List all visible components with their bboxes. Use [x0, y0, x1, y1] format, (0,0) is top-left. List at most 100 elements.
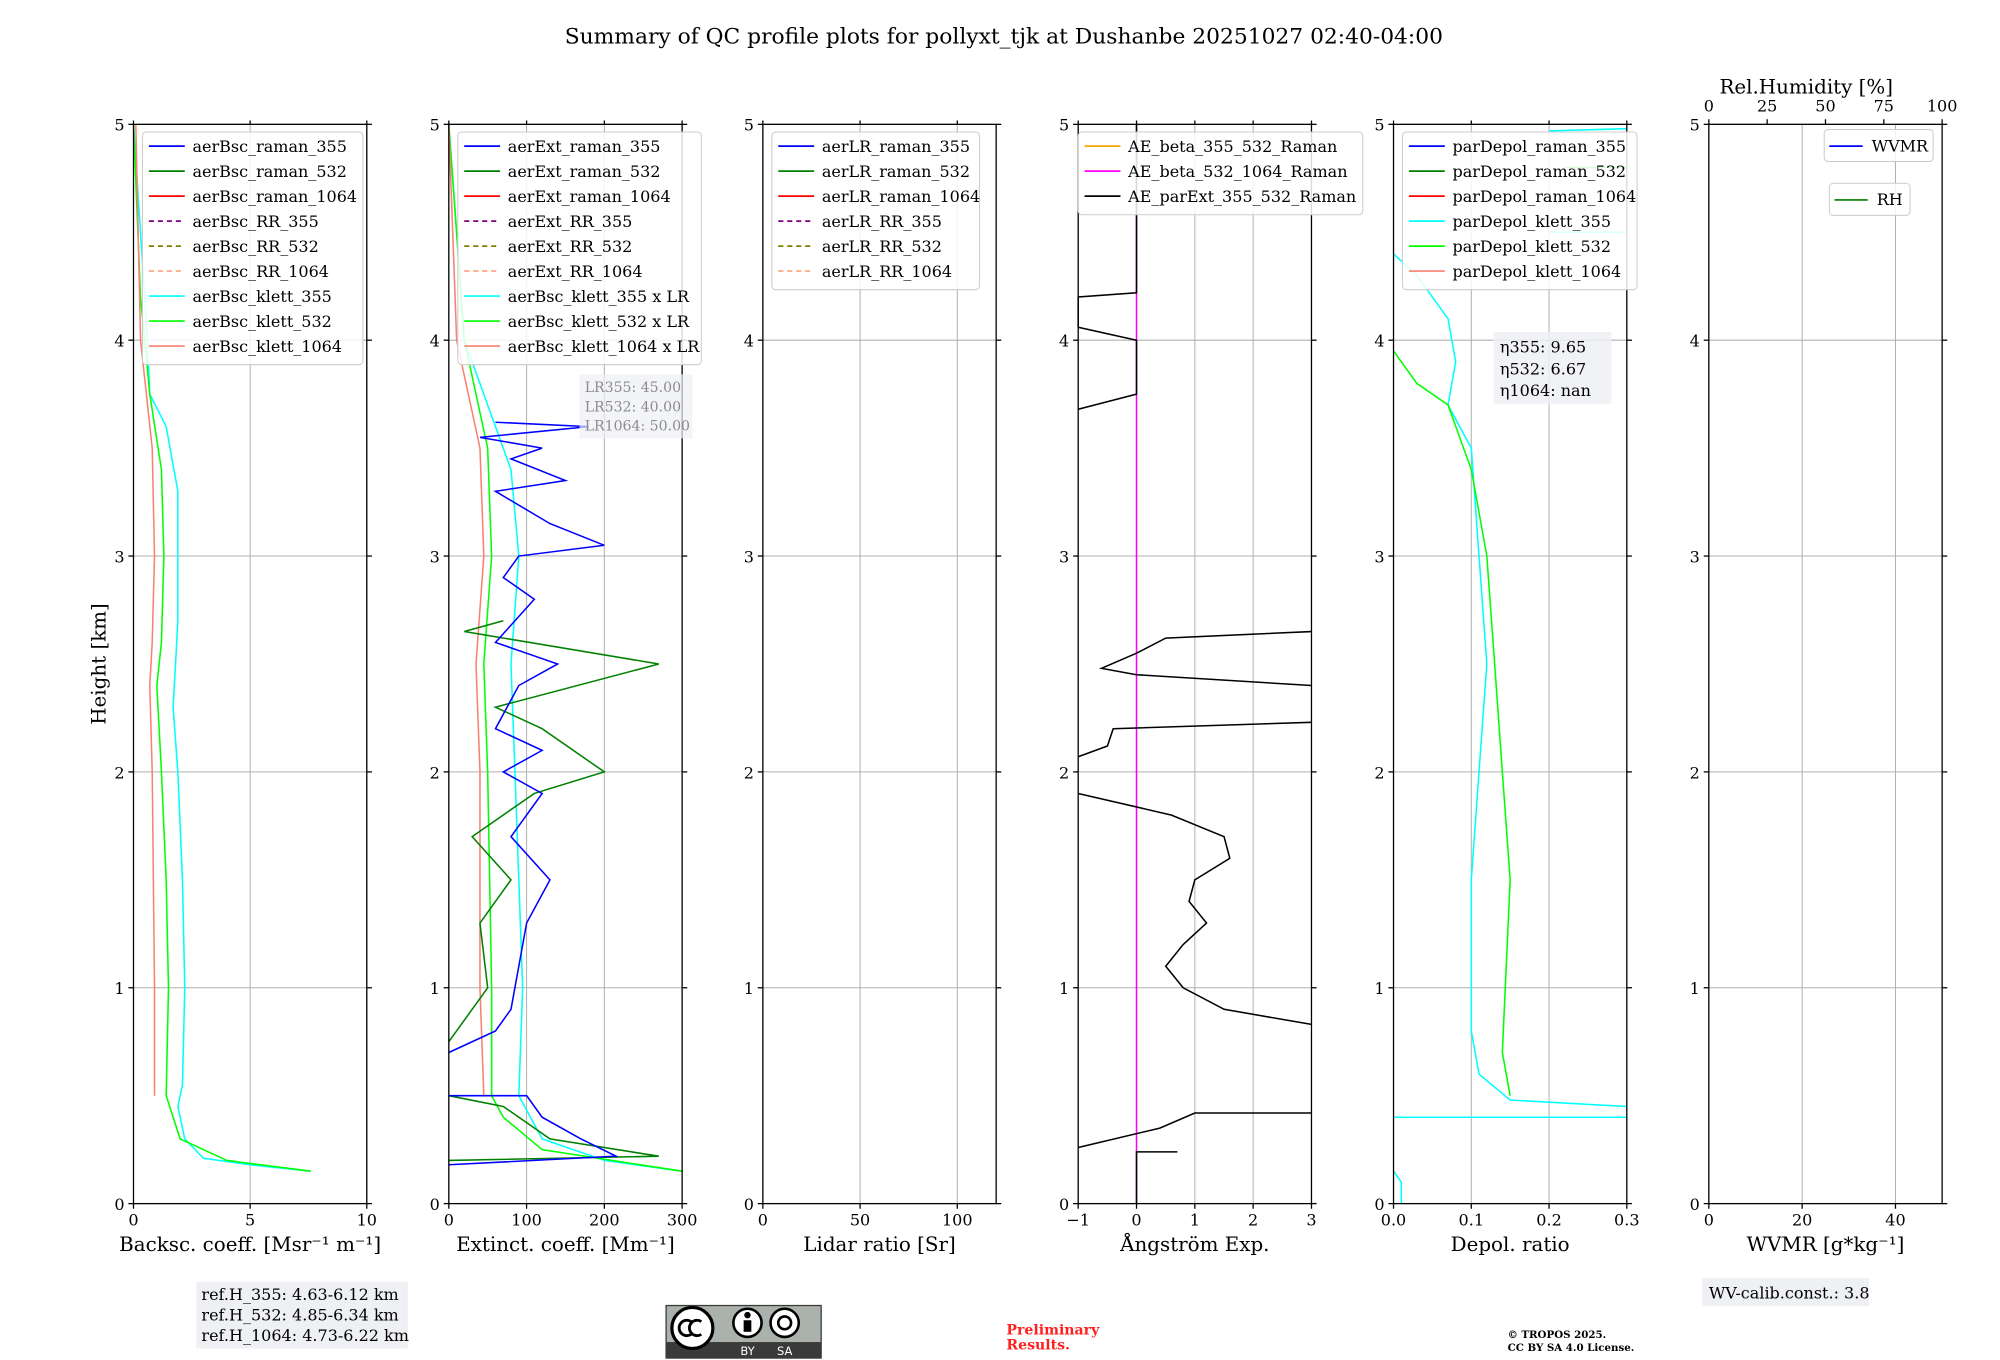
legend-label: aerBsc_klett_532 x LR — [508, 312, 690, 331]
y-tick-label: 0 — [1059, 1195, 1069, 1214]
y-tick-label: 1 — [430, 979, 440, 998]
legend-label: aerLR_raman_532 — [822, 162, 970, 181]
legend-label: AE_beta_532_1064_Raman — [1127, 162, 1347, 181]
y-tick-label: 1 — [114, 979, 124, 998]
series-line-aerBsc_klett_532 x LR — [448, 124, 683, 1172]
x-tick-label: 10 — [357, 1210, 377, 1229]
y-tick-label: 2 — [430, 763, 440, 782]
axes-frame — [448, 123, 683, 1205]
refh-355: ref.H_355: 4.63-6.12 km — [201, 1285, 398, 1304]
top-x-axis-label: Rel.Humidity [%] — [1719, 76, 1893, 99]
legend-label: aerLR_raman_355 — [822, 137, 970, 156]
license-by: BY — [740, 1344, 755, 1358]
legend-label: aerExt_RR_355 — [508, 212, 633, 231]
axes-frame — [1708, 123, 1943, 1205]
series-line-parDepol_klett_532 — [1392, 350, 1511, 1096]
legend-label: parDepol_klett_355 — [1452, 212, 1611, 231]
y-tick-label: 2 — [1690, 763, 1700, 782]
y-tick-label: 0 — [1374, 1195, 1384, 1214]
y-tick-label: 0 — [430, 1195, 440, 1214]
legend-label: aerBsc_klett_355 x LR — [508, 287, 690, 306]
x-tick-label: 300 — [667, 1210, 698, 1229]
legend: aerBsc_raman_355 aerBsc_raman_532 aerBsc_r… — [141, 131, 364, 366]
top-x-tick-label: 50 — [1815, 97, 1835, 116]
legend-label: aerLR_RR_532 — [822, 237, 942, 256]
legend-label: aerBsc_klett_1064 x LR — [508, 337, 700, 356]
x-tick-label: 0 — [444, 1210, 454, 1229]
series-line-aerBsc_klett_532 — [132, 124, 311, 1172]
series-line-AE_parExt_355_532_Raman — [1078, 1112, 1312, 1149]
series-line-aerExt_raman_355 — [448, 1094, 619, 1166]
y-tick-label: 2 — [114, 763, 124, 782]
x-tick-label: 1 — [1190, 1210, 1200, 1229]
y-tick-label: 4 — [1059, 332, 1069, 351]
y-tick-label: 4 — [1374, 332, 1384, 351]
panel-2: 0 100 200 300 0 1 2 3 4 5 Extinct. coeff. [Mm⁻¹] ae… — [430, 116, 702, 1256]
x-axis-label: WVMR [g*kg⁻¹] — [1747, 1233, 1905, 1256]
eta-355: η355: 9.65 — [1500, 337, 1586, 356]
legend-label: aerLR_RR_355 — [822, 212, 942, 231]
y-tick-label: 0 — [1690, 1195, 1700, 1214]
x-tick-label: 0 — [1704, 1210, 1714, 1229]
y-tick-label: 5 — [1690, 116, 1700, 135]
x-tick-label: 0 — [128, 1210, 138, 1229]
legend-label: parDepol_klett_532 — [1452, 237, 1611, 256]
copyright-line-2: CC BY SA 4.0 License. — [1508, 1342, 1635, 1354]
wv-calib-const: WV-calib.const.: 3.8 — [1709, 1283, 1870, 1302]
cc-by-sa-license-logo: BY SA — [665, 1304, 822, 1359]
legend-label: aerBsc_klett_532 — [192, 312, 331, 331]
legend-label: aerBsc_RR_532 — [192, 237, 318, 256]
y-tick-label: 1 — [744, 979, 754, 998]
y-tick-label: 0 — [744, 1195, 754, 1214]
legend-label: aerExt_raman_532 — [508, 162, 661, 181]
legend-label: aerLR_raman_1064 — [822, 187, 980, 206]
lr-1064: LR1064: 50.00 — [585, 419, 690, 435]
x-tick-label: 3 — [1306, 1210, 1316, 1229]
panel-1: 0 5 10 0 1 2 3 4 5 Backsc. coeff. [Msr⁻¹ m⁻¹] aerB… — [114, 116, 381, 1256]
legend-label: aerExt_raman_1064 — [508, 187, 671, 206]
panel-5: 0.0 0.1 0.2 0.3 0 1 2 3 4 5 Depol. ratio parDepol_r… — [1374, 116, 1639, 1256]
x-axis-label: Ångström Exp. — [1119, 1231, 1269, 1256]
y-tick-label: 2 — [1374, 763, 1384, 782]
preliminary-note-1: Preliminary — [1006, 1322, 1100, 1338]
y-tick-label: 5 — [1059, 116, 1069, 135]
legend-label: aerBsc_RR_355 — [192, 212, 318, 231]
legend-box — [771, 131, 981, 291]
cc-icon — [670, 1305, 715, 1351]
panel-6: 0 20 40 0 1 2 3 4 5 WVMR [g*kg⁻¹] 0 25 50 75 100 Rel.Hu… — [1690, 76, 1958, 1256]
y-tick-label: 5 — [114, 116, 124, 135]
legend-label: WVMR — [1872, 136, 1929, 155]
legend-box — [141, 131, 364, 366]
series-line-parDepol_klett_355 — [1392, 1170, 1403, 1204]
y-tick-label: 2 — [744, 763, 754, 782]
legend-label: AE_beta_355_532_Raman — [1127, 137, 1337, 156]
x-tick-label: 100 — [511, 1210, 542, 1229]
series-line-aerBsc_klett_355 — [132, 124, 311, 1172]
top-x-tick-label: 100 — [1927, 97, 1958, 116]
y-tick-label: 4 — [744, 332, 754, 351]
y-tick-label: 1 — [1059, 979, 1069, 998]
top-x-tick-label: 75 — [1874, 97, 1894, 116]
x-tick-label: 20 — [1792, 1210, 1812, 1229]
calibration-eta-info: η355: 9.65 η532: 6.67 η1064: nan — [1493, 331, 1612, 404]
wv-calibration-box: WV-calib.const.: 3.8 — [1702, 1277, 1870, 1307]
legend-label: aerBsc_RR_1064 — [192, 262, 329, 281]
axes-frame — [1392, 123, 1628, 1205]
x-tick-label: −1 — [1066, 1210, 1090, 1229]
legend-label: parDepol_raman_1064 — [1452, 187, 1636, 206]
x-tick-label: 0.2 — [1536, 1210, 1561, 1229]
series-line-parDepol_klett_355 — [1548, 127, 1627, 132]
series-line-aerExt_raman_532 — [448, 620, 659, 1043]
y-tick-label: 3 — [1690, 547, 1700, 566]
preliminary-note-2: Results. — [1006, 1338, 1070, 1354]
legend-label: aerBsc_raman_532 — [192, 162, 346, 181]
x-axis-label: Extinct. coeff. [Mm⁻¹] — [456, 1233, 675, 1256]
legend-wvmr: WVMR — [1823, 128, 1934, 163]
legend-box — [1823, 128, 1934, 163]
y-tick-label: 3 — [744, 547, 754, 566]
series-line-AE_parExt_355_532_Raman — [1078, 792, 1312, 1026]
refh-532: ref.H_532: 4.85-6.34 km — [201, 1305, 398, 1324]
x-tick-label: 0 — [1131, 1210, 1141, 1229]
figure-title: Summary of QC profile plots for pollyxt_… — [565, 25, 1443, 50]
legend-label: RH — [1877, 190, 1903, 209]
